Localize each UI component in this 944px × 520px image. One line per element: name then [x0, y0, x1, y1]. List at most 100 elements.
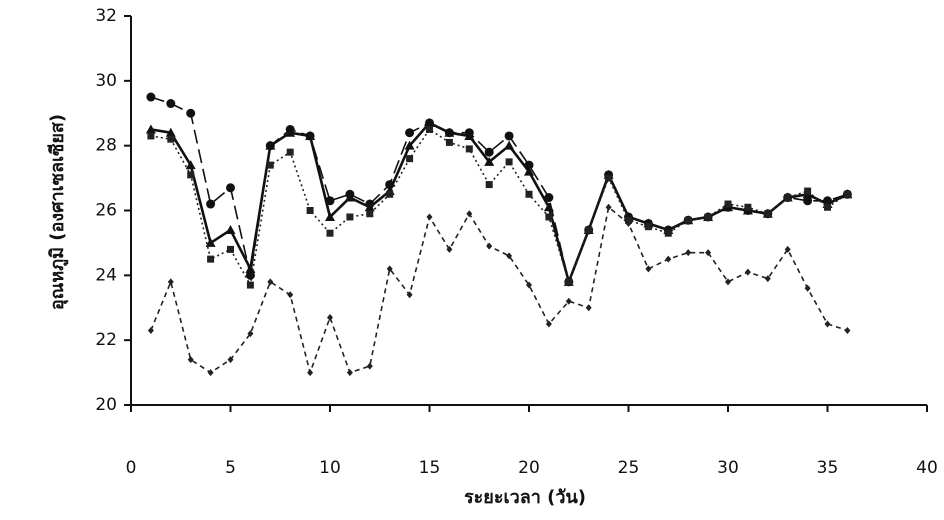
- point: [227, 245, 234, 253]
- point: [386, 190, 394, 198]
- point: [466, 210, 473, 218]
- point: [484, 156, 495, 166]
- point: [167, 135, 175, 143]
- x-tick-label: 40: [916, 458, 938, 478]
- y-tick-label: 32: [95, 6, 117, 26]
- point: [544, 193, 554, 203]
- point: [464, 130, 475, 140]
- point: [226, 183, 235, 193]
- point: [525, 190, 533, 198]
- point: [725, 278, 731, 286]
- point: [325, 211, 335, 221]
- point: [305, 130, 316, 140]
- y-tick-label: 24: [95, 265, 117, 285]
- point: [327, 313, 333, 321]
- point: [266, 161, 274, 169]
- point: [245, 270, 255, 280]
- point: [505, 158, 513, 166]
- point: [543, 202, 554, 212]
- point: [404, 140, 415, 150]
- point: [824, 320, 831, 328]
- point: [485, 181, 493, 189]
- series-line: [150, 205, 848, 376]
- point: [247, 330, 254, 338]
- x-tick-label: 5: [225, 458, 236, 478]
- point: [285, 127, 296, 137]
- point: [307, 369, 314, 377]
- point: [326, 229, 334, 237]
- point: [644, 223, 652, 231]
- point: [366, 362, 373, 370]
- point: [185, 160, 196, 170]
- point: [844, 326, 851, 334]
- point: [287, 291, 294, 299]
- point: [346, 369, 353, 377]
- point: [565, 278, 573, 286]
- point: [665, 255, 672, 263]
- point: [664, 229, 672, 237]
- point: [286, 148, 294, 156]
- point: [803, 196, 813, 206]
- y-tick-label: 26: [95, 201, 117, 221]
- point: [346, 213, 354, 221]
- point: [187, 356, 194, 364]
- point: [585, 304, 592, 312]
- x-tick-label: 0: [126, 458, 137, 478]
- point: [444, 127, 455, 137]
- point: [605, 174, 613, 182]
- point: [267, 278, 274, 286]
- point: [824, 203, 831, 211]
- series-line: [150, 128, 848, 288]
- point: [426, 213, 433, 221]
- point: [486, 242, 493, 250]
- point: [545, 320, 552, 328]
- point: [784, 245, 791, 253]
- point: [704, 213, 712, 221]
- point: [804, 284, 811, 292]
- point: [446, 245, 453, 253]
- point: [685, 249, 692, 257]
- point: [426, 125, 433, 133]
- y-tick-label: 22: [95, 330, 117, 350]
- point: [465, 145, 473, 153]
- point: [344, 192, 355, 202]
- point: [205, 237, 216, 247]
- point: [585, 226, 593, 234]
- x-tick-label: 25: [618, 458, 640, 478]
- point: [206, 199, 216, 209]
- point: [526, 281, 532, 289]
- point: [445, 138, 453, 146]
- y-tick-label: 30: [95, 71, 117, 91]
- point: [207, 255, 215, 263]
- point: [246, 281, 254, 289]
- point: [207, 369, 214, 377]
- point: [265, 140, 276, 150]
- point: [524, 166, 534, 176]
- point: [804, 187, 812, 195]
- point: [625, 219, 632, 227]
- x-tick-label: 30: [717, 458, 739, 478]
- x-tick-label: 15: [419, 458, 441, 478]
- point: [147, 326, 154, 334]
- point: [225, 224, 236, 234]
- x-tick-label: 35: [817, 458, 839, 478]
- point: [506, 252, 513, 260]
- point: [484, 147, 494, 157]
- point: [605, 203, 612, 211]
- point: [764, 210, 772, 218]
- point: [147, 132, 155, 140]
- point: [146, 92, 156, 102]
- point: [684, 216, 692, 224]
- point: [406, 291, 413, 299]
- y-tick-label: 28: [95, 136, 117, 156]
- point: [166, 99, 176, 109]
- y-tick-label: 20: [95, 395, 117, 415]
- point: [744, 268, 751, 276]
- point: [406, 155, 414, 163]
- point: [186, 108, 196, 118]
- point: [227, 356, 234, 364]
- point: [165, 127, 176, 137]
- point: [724, 200, 732, 208]
- point: [187, 171, 195, 179]
- point: [744, 203, 752, 211]
